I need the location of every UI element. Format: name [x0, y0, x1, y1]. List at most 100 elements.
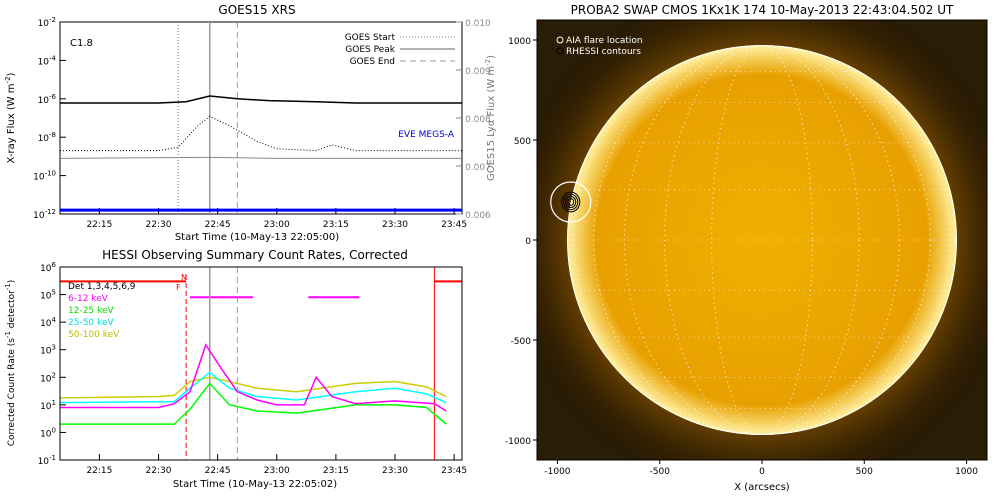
rhessi-contours	[561, 191, 581, 213]
swap-y-axis: -1000 -500 0 500 1000	[505, 37, 537, 447]
goes-right-ytick-label: 0.010	[465, 19, 491, 29]
swap-xlabel: X (arcsecs)	[734, 482, 790, 493]
band-6-12-series	[60, 343, 447, 412]
rhessi-contour	[561, 191, 581, 213]
hessi-night-markers	[60, 267, 462, 460]
goes-ytick-label: 10-6	[38, 93, 57, 106]
legend-rhessi: RHESSI contours	[566, 47, 641, 57]
lya-series	[59, 156, 462, 159]
legend-rhessi-symbol	[556, 47, 564, 55]
goes-right-ytick-label: 0.006	[465, 211, 491, 221]
det-label: Det 1,3,4,5,6,9	[68, 282, 136, 292]
goes-right-y-axis: 0.006 0.007 0.008 0.009 0.010	[456, 19, 491, 221]
flag-f: F	[176, 283, 181, 292]
hessi-plot-frame	[59, 266, 463, 461]
goes-xtick-label: 23:30	[382, 220, 408, 230]
legend-goes-peak: GOES Peak	[345, 45, 395, 55]
goes-xtick-label: 23:15	[323, 220, 349, 230]
hessi-ytick-label: 106	[40, 261, 56, 274]
swap-ytick-label: 1000	[508, 37, 531, 47]
heliographic-grid	[567, 44, 957, 436]
longitude-line	[623, 44, 901, 436]
hessi-ytick-label: 105	[40, 289, 56, 302]
hessi-xtick-label: 22:15	[86, 466, 112, 476]
goes-legend: GOES Start GOES Peak GOES End	[345, 33, 455, 67]
swap-x-axis: -1000 -500 0 500 1000	[544, 460, 978, 477]
band-12-25-series	[60, 382, 447, 425]
hessi-ytick-label: 101	[40, 399, 56, 412]
goes-series	[59, 22, 462, 214]
swap-ytick-label: -500	[511, 337, 532, 347]
band-25-50-series	[59, 371, 447, 404]
rhessi-contour	[565, 196, 577, 208]
hessi-xtick-label: 23:45	[441, 466, 467, 476]
hessi-xtick-label: 22:30	[146, 466, 172, 476]
goes-xtick-label: 23:00	[264, 220, 290, 230]
swap-ytick-label: 500	[514, 137, 531, 147]
swap-xtick-label: 500	[856, 467, 873, 477]
swap-title: PROBA2 SWAP CMOS 1Kx1K 174 10-May-2013 2…	[571, 3, 954, 17]
band-50-100-series	[59, 376, 447, 399]
goes-panel: GOES15 XRS 10-12 10-10 10-8 10-6 10-4 10-2 0.…	[4, 3, 497, 243]
hessi-ytick-label: 104	[40, 316, 56, 329]
goes-class-label: C1.8	[70, 38, 93, 49]
hessi-ytick-label: 102	[40, 371, 56, 384]
legend-goes-start: GOES Start	[345, 33, 396, 43]
hessi-x-axis: 22:15 22:30 22:45 23:00 23:15 23:30 23:45	[86, 454, 467, 476]
hessi-xlabel: Start Time (10-May-13 22:05:02)	[173, 479, 337, 490]
hessi-panel: HESSI Observing Summary Count Rates, Cor…	[4, 248, 467, 490]
hessi-ytick-label: 103	[40, 344, 56, 357]
goes-xlabel: Start Time (10-May-13 22:05:00)	[175, 232, 339, 243]
hessi-xtick-label: 23:30	[382, 466, 408, 476]
hessi-ytick-label: 10-1	[38, 454, 56, 467]
goes-right-ylabel: GOES15 Lyα Flux (W m-2)	[484, 55, 497, 181]
goes-ytick-label: 10-2	[38, 16, 56, 29]
hessi-title: HESSI Observing Summary Count Rates, Cor…	[102, 248, 408, 262]
swap-ytick-label: -1000	[505, 437, 531, 447]
hessi-xtick-label: 23:15	[323, 466, 349, 476]
hessi-ytick-label: 100	[40, 426, 56, 439]
hessi-xtick-label: 23:00	[264, 466, 290, 476]
goes-xtick-label: 22:15	[86, 220, 112, 230]
goes-long-series	[60, 95, 462, 104]
goes-ytick-label: 10-4	[38, 54, 57, 67]
legend-band-50-100: 50-100 keV	[68, 330, 120, 340]
hessi-ylabel: Corrected Count Rate (s-1 detector-1)	[4, 280, 17, 447]
hessi-xtick-label: 22:45	[205, 466, 231, 476]
goes-plot-frame	[59, 21, 463, 215]
goes-xtick-label: 22:45	[205, 220, 231, 230]
goes-ytick-label: 10-10	[33, 170, 56, 183]
swap-legend: AIA flare location RHESSI contours	[556, 36, 643, 57]
aia-flare-location-marker	[550, 181, 592, 223]
rhessi-contour	[563, 193, 579, 211]
swap-ytick-label: 0	[525, 237, 531, 247]
goes-title: GOES15 XRS	[218, 3, 295, 17]
goes-xtick-label: 22:30	[146, 220, 172, 230]
swap-xtick-label: 0	[759, 467, 765, 477]
swap-xtick-label: -500	[650, 467, 671, 477]
rhessi-contour	[567, 198, 575, 206]
flag-n: N	[181, 273, 187, 282]
goes-xtick-label: 23:45	[441, 220, 467, 230]
goes-right-ytick-label: 0.007	[465, 163, 491, 173]
goes-y-axis: 10-12 10-10 10-8 10-6 10-4 10-2	[33, 16, 66, 221]
hessi-y-axis: 10-1 100 101 102 103 104 105 106	[38, 261, 66, 467]
legend-band-25-50: 25-50 keV	[68, 318, 114, 328]
goes-right-ytick-label: 0.008	[465, 115, 491, 125]
legend-aia-symbol	[556, 36, 564, 44]
hessi-series	[59, 343, 447, 425]
solar-image	[537, 20, 987, 460]
longitude-line	[711, 44, 813, 436]
goes-ytick-label: 10-12	[33, 208, 56, 221]
swap-xtick-label: -1000	[544, 467, 570, 477]
legend-aia: AIA flare location	[566, 36, 643, 46]
hessi-legend: Det 1,3,4,5,6,9 6-12 keV 12-25 keV 25-50…	[68, 282, 136, 340]
eve-label: EVE MEGS-A	[398, 130, 455, 140]
goes-ylabel: X-ray Flux (W m-2)	[4, 72, 17, 163]
longitude-line	[573, 44, 951, 436]
goes-ytick-label: 10-8	[38, 131, 56, 144]
goes-short-series	[60, 115, 462, 152]
goes-right-ytick-label: 0.009	[465, 67, 491, 77]
legend-band-6-12: 6-12 keV	[68, 294, 109, 304]
